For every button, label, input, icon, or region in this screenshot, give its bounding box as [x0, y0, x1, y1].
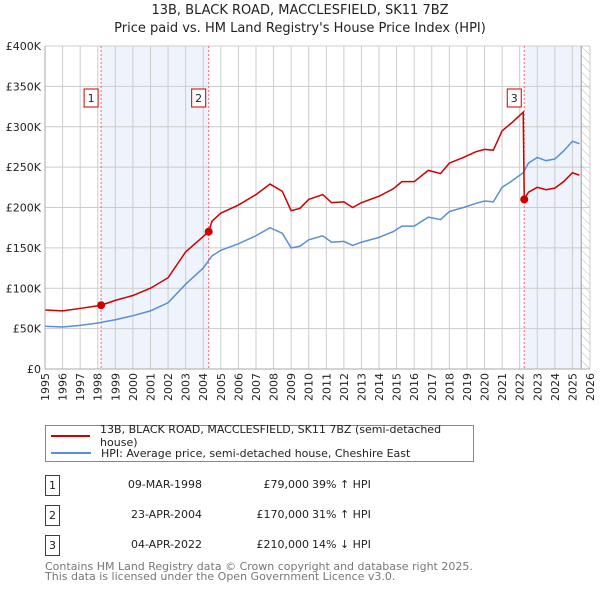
- x-tick-label: 2018: [443, 373, 456, 401]
- x-tick-label: 2013: [355, 373, 368, 401]
- x-tick-label: 1999: [109, 373, 122, 401]
- x-tick-label: 1997: [74, 373, 87, 401]
- y-tick-label: £0: [27, 363, 41, 376]
- x-tick-label: 2004: [197, 373, 210, 401]
- x-tick-label: 2021: [496, 373, 509, 401]
- x-tick-label: 2022: [514, 373, 527, 401]
- footer-licence: This data is licensed under the Open Gov…: [45, 570, 396, 583]
- chart-title: 13B, BLACK ROAD, MACCLESFIELD, SK11 7BZ: [151, 3, 449, 18]
- x-tick-label: 2020: [479, 373, 492, 401]
- x-tick-label: 2014: [373, 373, 386, 401]
- x-tick-label: 2024: [549, 373, 562, 401]
- x-tick-label: 2012: [338, 373, 351, 401]
- chart-plot: 1995 1996 1997 1998 1999 2000 2001 2002 2003 2004…: [6, 40, 597, 401]
- x-tick-label: 2007: [250, 373, 263, 401]
- y-tick-label: £300K: [6, 121, 42, 134]
- sale-marker-label: 3: [511, 92, 518, 105]
- y-tick-label: £250K: [6, 161, 42, 174]
- sale-point: [204, 227, 213, 236]
- x-tick-label: 2005: [215, 373, 228, 401]
- sale-marker-label: 1: [88, 92, 95, 105]
- sale-row: 3 04-APR-2022 £210,000 14% ↓ HPI: [45, 535, 445, 557]
- y-tick-label: £100K: [6, 282, 42, 295]
- x-tick-label: 2003: [180, 373, 193, 401]
- y-tick-label: £150K: [6, 242, 42, 255]
- sale-marker-box: [506, 88, 522, 108]
- legend-swatch-hpi: [51, 452, 91, 454]
- y-tick-label: £350K: [6, 80, 42, 93]
- sale-number: 3: [45, 535, 60, 556]
- sale-date: 04-APR-2022: [130, 538, 202, 551]
- sale-date: 23-APR-2004: [130, 508, 202, 521]
- sale-row: 2 23-APR-2004 £170,000 31% ↑ HPI: [45, 505, 445, 527]
- sale-price: £210,000: [256, 538, 310, 551]
- sale-number: 2: [45, 505, 60, 526]
- sale-number: 1: [45, 475, 60, 496]
- x-tick-label: 2015: [391, 373, 404, 401]
- x-tick-label: 2011: [320, 373, 333, 401]
- sale-price: £79,000: [263, 478, 310, 491]
- legend-label-hpi: HPI: Average price, semi-detached house,…: [101, 446, 411, 460]
- x-tick-label: 2019: [461, 373, 474, 401]
- x-tick-label: 2006: [232, 373, 245, 401]
- legend-swatch-property: [51, 435, 91, 437]
- x-tick-label: 1996: [57, 373, 70, 401]
- x-tick-label: 2023: [531, 373, 544, 401]
- y-tick-label: £400K: [6, 40, 42, 53]
- series-line: [44, 140, 580, 328]
- y-tick-label: £200K: [6, 202, 42, 215]
- sale-marker-box: [83, 88, 99, 108]
- chart-subtitle: Price paid vs. HM Land Registry's House …: [114, 21, 486, 36]
- sale-row: 1 09-MAR-1998 £79,000 39% ↑ HPI: [45, 475, 445, 497]
- sale-hpi: 31% ↑ HPI: [312, 508, 371, 521]
- sale-point: [97, 301, 106, 310]
- legend: 13B, BLACK ROAD, MACCLESFIELD, SK11 7BZ …: [45, 423, 474, 462]
- x-tick-label: 2008: [268, 373, 281, 401]
- x-tick-label: 2016: [408, 373, 421, 401]
- sale-hpi: 39% ↑ HPI: [312, 478, 371, 491]
- sale-marker-label: 2: [195, 92, 202, 105]
- footer-copyright: Contains HM Land Registry data © Crown c…: [45, 560, 473, 573]
- x-tick-label: 2026: [584, 373, 597, 401]
- x-tick-label: 2000: [127, 373, 140, 401]
- y-tick-label: £50K: [13, 323, 42, 336]
- x-tick-label: 2009: [285, 373, 298, 401]
- sale-date: 09-MAR-1998: [127, 478, 202, 491]
- x-tick-label: 2025: [566, 373, 579, 401]
- x-tick-label: 2001: [144, 373, 157, 401]
- sale-point: [520, 195, 529, 204]
- sale-hpi: 14% ↓ HPI: [312, 538, 371, 551]
- series-line: [44, 110, 580, 312]
- sale-price: £170,000: [256, 508, 310, 521]
- sale-marker-box: [191, 88, 207, 108]
- legend-label-property: 13B, BLACK ROAD, MACCLESFIELD, SK11 7BZ …: [100, 423, 442, 449]
- x-tick-label: 1995: [39, 373, 52, 401]
- x-tick-label: 2017: [426, 373, 439, 401]
- x-tick-label: 2010: [303, 373, 316, 401]
- x-tick-label: 2002: [162, 373, 175, 401]
- x-tick-label: 1998: [92, 373, 105, 401]
